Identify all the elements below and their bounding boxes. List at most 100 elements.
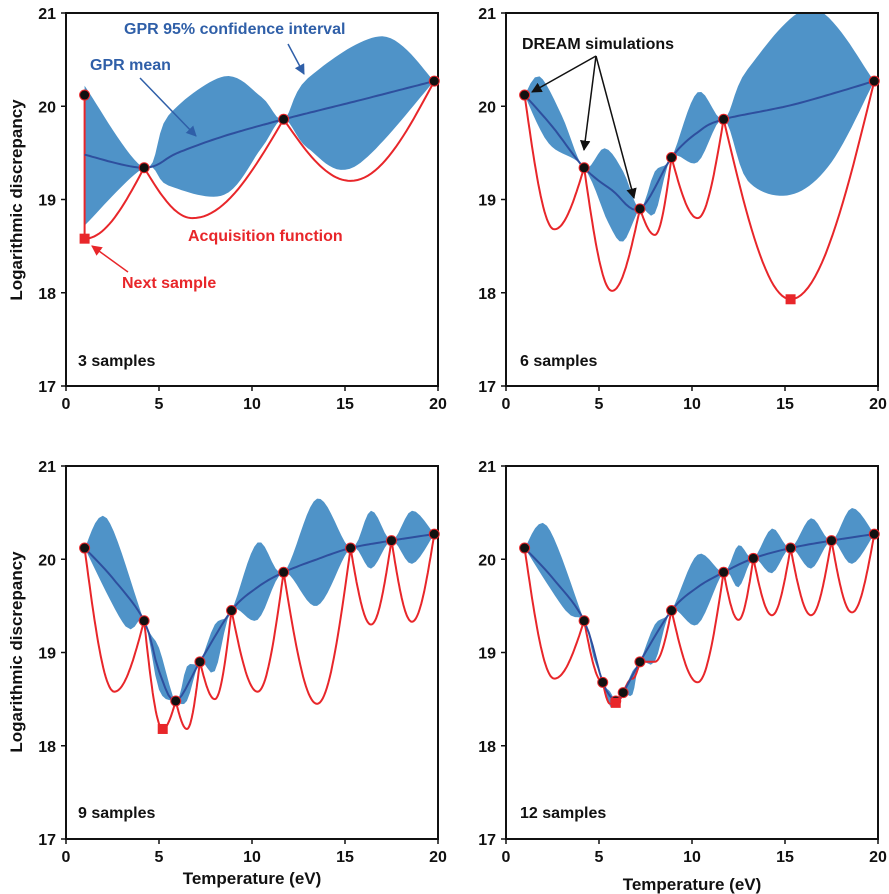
y-tick-label: 19 [38, 193, 56, 210]
dream-arrow-3 [595, 55, 637, 200]
plot-frame [65, 465, 439, 840]
acquisition-curve [523, 80, 876, 301]
sample-point [194, 656, 206, 668]
sample-point [138, 615, 150, 627]
plot-frame [505, 465, 879, 840]
sample-point [718, 566, 730, 578]
x-tick-label: 20 [429, 396, 447, 413]
y-axis-title: Logarithmic discrepancy [7, 99, 26, 301]
sample-point [718, 113, 730, 125]
sample-point [634, 656, 646, 668]
y-tick-label: 17 [478, 379, 496, 396]
x-tick-label: 5 [155, 849, 164, 866]
next-sample-marker [610, 697, 621, 708]
sample-point [170, 695, 182, 707]
y-tick-label: 21 [478, 6, 496, 23]
panel-label: 6 samples [520, 353, 597, 370]
x-tick-label: 20 [869, 849, 887, 866]
gpr-confidence-band [524, 13, 875, 242]
y-tick-label: 18 [478, 739, 496, 756]
x-axis-title: Temperature (eV) [183, 869, 322, 888]
panel-label: 3 samples [78, 353, 155, 370]
sample-point [666, 605, 678, 617]
x-tick-label: 5 [595, 849, 604, 866]
sample-point [278, 113, 290, 125]
sample-point [868, 75, 880, 87]
y-tick-label: 21 [478, 459, 496, 476]
sample-point [634, 203, 646, 215]
x-tick-label: 10 [683, 396, 701, 413]
sample-point [138, 162, 150, 174]
x-tick-label: 0 [62, 849, 71, 866]
x-tick-label: 0 [502, 849, 511, 866]
acquisition-curve [523, 533, 876, 705]
y-tick-label: 19 [478, 193, 496, 210]
sample-point [428, 75, 440, 87]
x-tick-label: 15 [336, 396, 354, 413]
sample-point [226, 605, 238, 617]
y-tick-label: 20 [38, 552, 56, 569]
sample-point [666, 152, 678, 164]
panel-label: 9 samples [78, 805, 155, 822]
mean-arrow [139, 77, 197, 137]
x-axis-title: Temperature (eV) [623, 875, 762, 894]
y-axis-title: Logarithmic discrepancy [7, 551, 26, 753]
sample-point [519, 89, 531, 101]
sample-point [826, 535, 837, 547]
y-tick-label: 17 [38, 379, 56, 396]
y-tick-label: 21 [38, 6, 56, 23]
y-tick-label: 20 [478, 99, 496, 116]
sample-point [785, 542, 797, 554]
x-tick-label: 10 [683, 849, 701, 866]
ci-arrow [287, 43, 305, 75]
next-sample-marker [79, 233, 90, 244]
y-tick-label: 20 [38, 99, 56, 116]
y-tick-label: 18 [478, 286, 496, 303]
next-sample-marker [157, 723, 168, 734]
x-tick-label: 15 [776, 849, 794, 866]
sample-point [597, 676, 609, 688]
x-tick-label: 20 [869, 396, 887, 413]
y-tick-label: 17 [38, 832, 56, 849]
x-tick-label: 0 [502, 396, 511, 413]
y-tick-label: 18 [38, 286, 56, 303]
x-tick-label: 5 [595, 396, 604, 413]
acquisition-annotation: Acquisition function [188, 228, 343, 245]
next-sample-marker [785, 294, 796, 305]
x-tick-label: 20 [429, 849, 447, 866]
panel-6-samples: 0 5 10 15 20 17 18 19 20 21 6 samples [478, 6, 887, 413]
dream-arrow-2 [579, 55, 597, 152]
sample-point [519, 542, 531, 554]
sample-point [79, 89, 91, 101]
sample-point [747, 552, 759, 564]
mean-annotation: GPR mean [90, 57, 171, 74]
panel-9-samples: 0 5 10 15 20 17 18 19 20 21 9 samples Logarithmic… [7, 459, 447, 888]
dream-arrow-1 [531, 55, 597, 93]
next-sample-arrow [91, 245, 129, 273]
x-tick-label: 0 [62, 396, 71, 413]
sample-point [79, 542, 91, 554]
y-tick-label: 17 [478, 832, 496, 849]
ci-annotation: GPR 95% confidence interval [124, 21, 345, 38]
y-tick-label: 19 [38, 646, 56, 663]
dream-annotation: DREAM simulations [522, 36, 674, 53]
x-tick-label: 10 [243, 849, 261, 866]
gpr-confidence-band [84, 36, 435, 226]
x-tick-label: 15 [776, 396, 794, 413]
sample-point [386, 535, 397, 547]
y-tick-label: 18 [38, 739, 56, 756]
y-tick-label: 19 [478, 646, 496, 663]
panel-12-samples: 0 5 10 15 20 17 18 19 20 21 12 samples Temperatur… [478, 459, 887, 894]
x-tick-label: 10 [243, 396, 261, 413]
sample-point [578, 615, 590, 627]
y-tick-label: 21 [38, 459, 56, 476]
sample-point [868, 528, 880, 540]
y-tick-label: 20 [478, 552, 496, 569]
panel-label: 12 samples [520, 805, 606, 822]
x-tick-label: 5 [155, 396, 164, 413]
sample-point [428, 528, 440, 540]
panel-3-samples: 0 5 10 15 20 17 18 19 20 21 3 samples Logarithmic… [7, 6, 447, 413]
sample-point [278, 566, 290, 578]
sample-point [617, 687, 629, 699]
next-sample-annotation: Next sample [122, 275, 216, 292]
